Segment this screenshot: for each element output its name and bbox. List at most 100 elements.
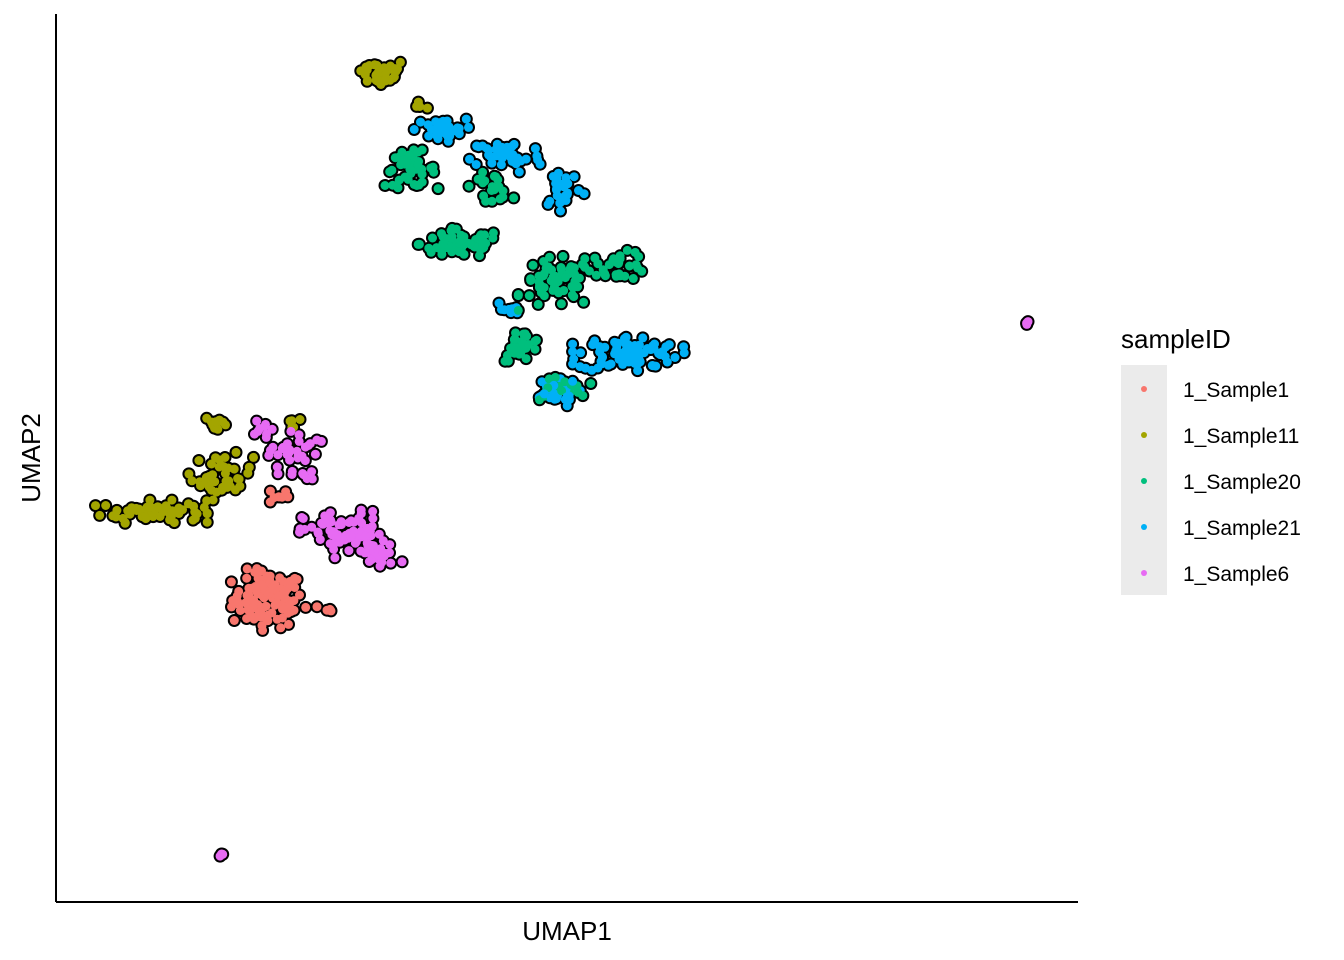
data-point: [429, 167, 439, 177]
data-point: [275, 573, 285, 583]
data-point: [320, 511, 330, 521]
data-point: [428, 233, 437, 243]
data-point: [250, 582, 260, 591]
legend-key-1-sample11: [1141, 432, 1147, 438]
data-point: [459, 249, 469, 259]
data-point: [356, 505, 366, 515]
data-point: [253, 426, 263, 436]
data-point: [548, 285, 558, 295]
data-point: [95, 510, 105, 520]
data-point: [413, 147, 423, 157]
data-point: [368, 541, 378, 551]
data-point: [299, 470, 309, 480]
data-point: [270, 600, 280, 610]
data-point: [530, 344, 540, 354]
data-point: [227, 602, 236, 612]
data-point: [174, 503, 184, 513]
data-point: [325, 604, 335, 614]
data-point: [363, 75, 373, 85]
data-point: [233, 474, 243, 483]
data-point: [360, 531, 370, 541]
data-point: [249, 452, 258, 462]
data-point: [612, 271, 622, 281]
data-point: [229, 616, 239, 625]
data-point: [465, 154, 474, 164]
data-point: [634, 340, 644, 350]
data-point: [556, 181, 566, 191]
data-point: [562, 392, 572, 402]
data-point: [569, 172, 579, 182]
data-point: [380, 181, 390, 190]
data-point: [226, 577, 236, 587]
data-point: [487, 186, 496, 195]
data-point: [461, 114, 471, 124]
data-point: [262, 571, 272, 581]
data-point: [385, 540, 395, 550]
data-point: [1022, 319, 1032, 329]
data-point: [242, 573, 252, 583]
data-point: [167, 495, 177, 505]
data-point: [522, 331, 532, 341]
data-point: [101, 501, 111, 510]
data-point: [608, 256, 618, 266]
data-point: [263, 610, 273, 620]
data-point: [287, 470, 297, 479]
data-point: [258, 625, 268, 635]
data-point: [244, 462, 254, 472]
data-point: [620, 334, 629, 343]
data-point: [286, 426, 296, 436]
data-point: [245, 606, 255, 616]
data-point: [639, 348, 649, 358]
data-point: [316, 436, 326, 446]
data-point: [539, 291, 549, 301]
data-point: [600, 269, 610, 279]
data-point: [464, 122, 473, 132]
data-point: [274, 591, 284, 601]
data-point: [635, 356, 645, 366]
data-point: [297, 451, 307, 461]
data-point: [568, 283, 578, 293]
data-point: [388, 180, 398, 190]
data-point: [91, 501, 100, 511]
data-point: [265, 486, 275, 496]
data-point: [298, 514, 308, 523]
data-point: [364, 557, 374, 566]
data-point: [295, 590, 304, 600]
data-point: [202, 413, 212, 423]
data-point: [274, 492, 284, 502]
data-point: [196, 481, 205, 491]
data-point: [220, 469, 230, 478]
data-point: [344, 546, 354, 556]
data-point: [413, 160, 423, 169]
data-point: [249, 595, 259, 605]
data-point: [424, 243, 434, 253]
data-point: [513, 290, 523, 299]
data-point: [350, 538, 360, 548]
data-point: [422, 103, 432, 113]
data-point: [475, 251, 484, 261]
data-point: [312, 602, 322, 612]
data-point: [371, 75, 381, 85]
data-point: [487, 158, 497, 168]
data-point: [445, 131, 455, 141]
data-point: [330, 553, 340, 563]
data-point: [437, 122, 447, 132]
data-point: [385, 548, 394, 558]
data-point: [679, 348, 689, 358]
data-point: [496, 160, 506, 170]
data-point: [145, 502, 155, 512]
data-point: [553, 168, 563, 178]
data-point: [284, 619, 293, 629]
data-point: [378, 548, 388, 558]
data-point: [521, 154, 531, 164]
data-point: [394, 175, 404, 185]
data-point: [325, 526, 335, 536]
data-point: [261, 601, 271, 611]
legend-label: 1_Sample20: [1183, 471, 1301, 494]
data-point: [560, 273, 570, 283]
data-point: [307, 474, 317, 484]
data-point: [169, 518, 179, 528]
data-point: [535, 159, 545, 169]
data-point: [533, 299, 543, 309]
